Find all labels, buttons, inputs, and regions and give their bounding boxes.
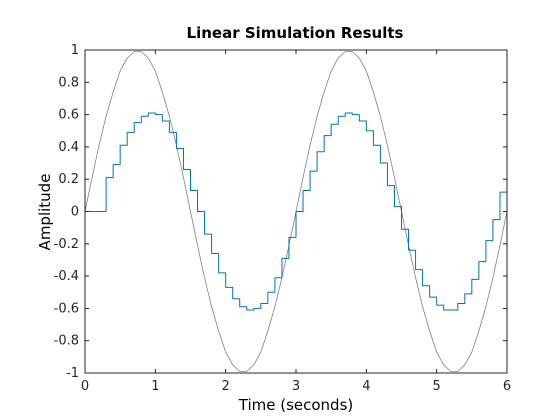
series-layer [84, 51, 508, 372]
chart-title: Linear Simulation Results [187, 24, 404, 42]
response-signal-line [85, 112, 507, 311]
x-axis-label: Time (seconds) [238, 396, 354, 414]
y-tick-label: 0.2 [58, 172, 79, 187]
y-tick-label: 0.6 [58, 108, 79, 123]
y-tick-label: -0.4 [54, 269, 79, 284]
y-tick-label: -0.2 [54, 237, 79, 252]
y-tick-label: 0.4 [58, 140, 79, 155]
y-tick-label: -1 [66, 366, 79, 381]
y-axis-label: Amplitude [36, 174, 54, 251]
y-tick-label: -0.6 [54, 301, 79, 316]
y-tick-label: 0 [71, 205, 79, 220]
x-tick-label: 4 [362, 379, 370, 394]
x-tick-label: 3 [292, 379, 300, 394]
x-tick-label: 0 [81, 379, 89, 394]
x-tick-label: 6 [503, 379, 511, 394]
y-tick-label: -0.8 [54, 334, 79, 349]
x-tick-label: 1 [151, 379, 159, 394]
x-tick-label: 2 [222, 379, 230, 394]
axes-box [84, 49, 508, 374]
x-tick-label: 5 [433, 379, 441, 394]
y-tick-label: 0.8 [58, 75, 79, 90]
y-tick-label: 1 [71, 43, 79, 58]
